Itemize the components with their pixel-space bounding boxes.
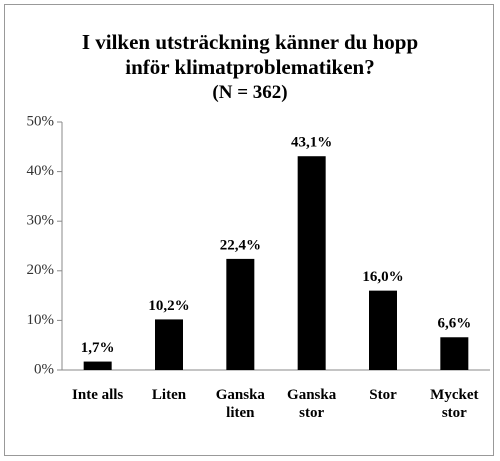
chart-subtitle: (N = 362) [212,82,288,103]
y-tick-label: 20% [27,262,55,278]
bar [369,290,397,370]
data-label: 43,1% [291,135,332,151]
chart-title: I vilken utsträckning känner du hopp inf… [81,30,419,79]
chart-frame [4,4,494,456]
x-tick-label: Mycket stor [430,387,479,421]
data-label: 22,4% [220,237,261,253]
data-label: 6,6% [437,316,471,332]
x-tick-label: Inte alls [72,387,124,403]
y-tick-label: 30% [27,213,55,229]
bar [440,337,469,370]
y-tick-label: 10% [27,312,55,328]
y-tick-label: 0% [34,361,54,377]
y-tick-label: 40% [27,163,55,179]
bar [155,319,183,370]
data-label: 1,7% [81,340,115,356]
bar [297,156,326,370]
bar [83,361,112,370]
y-tick-label: 50% [27,113,55,129]
x-tick-label: Ganska liten [215,387,265,421]
x-tick-label: Liten [151,387,187,403]
bar [226,258,255,370]
data-label: 10,2% [148,298,189,314]
data-label: 16,0% [362,269,403,285]
x-tick-label: Stor [369,387,397,403]
x-tick-label: Ganska stor [287,387,337,421]
